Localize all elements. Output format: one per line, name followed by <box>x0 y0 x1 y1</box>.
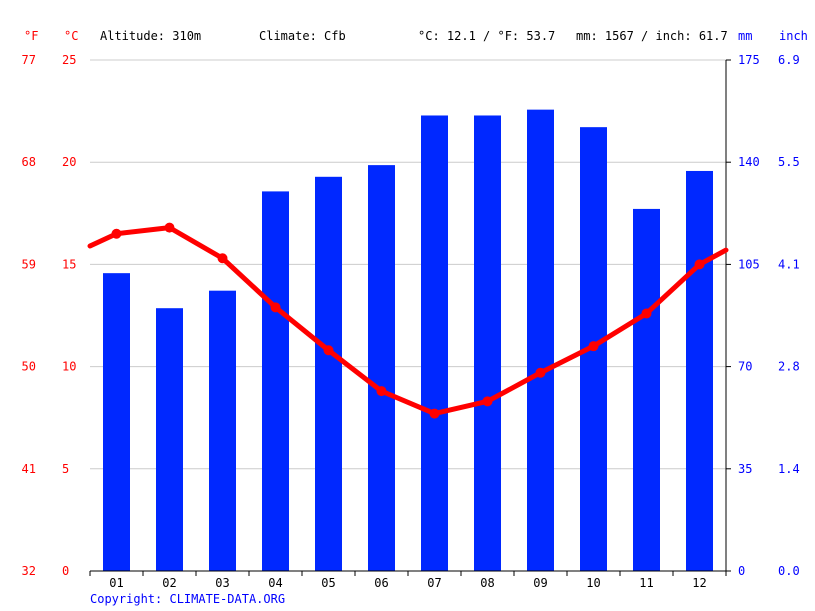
mm-tick-label: 35 <box>738 462 752 476</box>
month-tick-label: 09 <box>533 576 547 590</box>
climate-label: Climate: Cfb <box>259 29 346 43</box>
inch-tick-label: 1.4 <box>778 462 800 476</box>
temperature-point <box>376 386 387 397</box>
mm-unit-label: mm <box>738 29 753 43</box>
altitude-label: Altitude: 310m <box>100 29 202 43</box>
axis-ticks: 01 02 03 04 05 06 07 08 09 10 11 12 32 0 0 0.0 41 5 35 1.4 5… <box>22 53 800 590</box>
temperature-point <box>111 228 122 239</box>
precipitation-bar <box>156 308 183 571</box>
temperature-point <box>641 308 652 319</box>
month-tick-label: 06 <box>374 576 388 590</box>
inch-tick-label: 6.9 <box>778 53 800 67</box>
temperature-point <box>694 259 705 270</box>
precipitation-bar <box>209 290 236 571</box>
fahrenheit-tick-label: 68 <box>22 155 36 169</box>
precipitation-bar <box>368 165 395 571</box>
fahrenheit-tick-label: 41 <box>22 462 36 476</box>
precipitation-bar <box>262 191 289 571</box>
temperature-point <box>482 396 493 407</box>
precipitation-bar <box>686 170 713 571</box>
celsius-tick-label: 20 <box>62 155 76 169</box>
temperature-point <box>270 302 281 313</box>
inch-tick-label: 0.0 <box>778 564 800 578</box>
celsius-tick-label: 25 <box>62 53 76 67</box>
temperature-line <box>87 222 729 419</box>
axes <box>90 60 727 572</box>
mm-tick-label: 0 <box>738 564 745 578</box>
mm-tick-label: 140 <box>738 155 760 169</box>
precipitation-bar <box>103 273 130 571</box>
temperature-point <box>217 253 228 264</box>
month-tick-label: 05 <box>321 576 335 590</box>
celsius-unit-label: °C <box>64 29 79 43</box>
month-tick-label: 12 <box>692 576 706 590</box>
celsius-tick-label: 0 <box>62 564 69 578</box>
inch-tick-label: 5.5 <box>778 155 800 169</box>
fahrenheit-tick-label: 77 <box>22 53 36 67</box>
month-tick-label: 02 <box>162 576 176 590</box>
precipitation-bar <box>633 208 660 572</box>
fahrenheit-tick-label: 59 <box>22 257 36 271</box>
precipitation-bar <box>421 115 448 571</box>
fahrenheit-tick-label: 32 <box>22 564 36 578</box>
celsius-tick-label: 15 <box>62 257 76 271</box>
mm-tick-label: 175 <box>738 53 760 67</box>
temperature-point <box>164 222 175 233</box>
precipitation-bar <box>527 109 554 571</box>
precipitation-total-label: mm: 1567 / inch: 61.7 <box>576 29 728 43</box>
precipitation-bars <box>103 109 713 572</box>
temperature-point <box>588 341 599 352</box>
month-tick-label: 04 <box>268 576 282 590</box>
month-tick-label: 07 <box>427 576 441 590</box>
precipitation-bar <box>315 176 342 572</box>
average-temperature-label: °C: 12.1 / °F: 53.7 <box>418 29 556 43</box>
temperature-point <box>535 367 546 378</box>
fahrenheit-tick-label: 50 <box>22 360 36 374</box>
month-tick-label: 10 <box>586 576 600 590</box>
mm-tick-label: 70 <box>738 360 752 374</box>
grid-lines <box>90 59 726 470</box>
celsius-tick-label: 10 <box>62 360 76 374</box>
celsius-tick-label: 5 <box>62 462 69 476</box>
month-tick-label: 08 <box>480 576 494 590</box>
inch-tick-label: 2.8 <box>778 360 800 374</box>
precipitation-bar <box>474 115 501 571</box>
inch-tick-label: 4.1 <box>778 257 800 271</box>
month-tick-label: 03 <box>215 576 229 590</box>
temperature-point <box>323 345 334 356</box>
copyright-link[interactable]: Copyright: CLIMATE-DATA.ORG <box>90 592 286 606</box>
temperature-line-path <box>87 225 729 417</box>
mm-tick-label: 105 <box>738 257 760 271</box>
temperature-point <box>429 408 440 419</box>
month-tick-label: 01 <box>109 576 123 590</box>
inch-unit-label: inch <box>779 29 808 43</box>
fahrenheit-unit-label: °F <box>24 29 39 43</box>
month-tick-label: 11 <box>639 576 653 590</box>
